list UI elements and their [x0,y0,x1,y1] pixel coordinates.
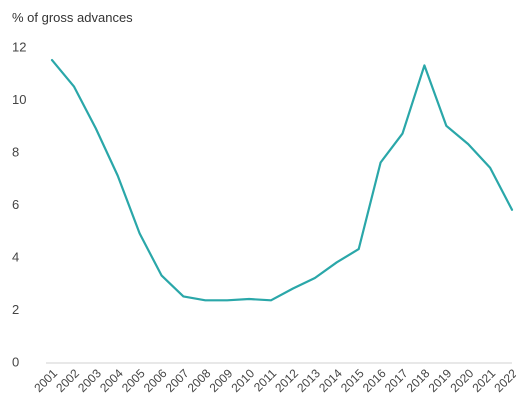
y-tick-label: 10 [12,92,26,107]
x-tick-label: 2008 [185,366,214,395]
y-axis-unit-label: % of gross advances [12,10,133,25]
x-tick-label: 2015 [338,366,367,395]
y-tick-label: 8 [12,145,19,160]
y-axis-ticks: 0 2 4 6 8 10 12 [12,40,26,370]
x-tick-label: 2010 [228,366,257,395]
x-tick-label: 2002 [53,366,82,395]
x-tick-label: 2006 [141,366,170,395]
y-tick-label: 12 [12,40,26,55]
x-tick-label: 2004 [97,366,126,395]
x-tick-label: 2005 [119,366,148,395]
x-axis-ticks: 2001200220032004200520062007200820092010… [31,366,516,395]
series-group [50,58,514,302]
x-tick-label: 2012 [272,366,301,395]
x-tick-label: 2017 [382,366,411,395]
x-tick-label: 2022 [491,366,516,395]
x-tick-label: 2011 [251,366,279,394]
series-line [50,58,514,302]
x-tick-label: 2018 [404,366,433,395]
y-tick-label: 2 [12,302,19,317]
x-tick-label: 2021 [469,366,498,395]
y-tick-label: 0 [12,355,19,370]
x-tick-label: 2016 [360,366,389,395]
y-tick-label: 6 [12,197,19,212]
x-tick-label: 2009 [207,366,236,395]
x-tick-label: 2003 [75,366,104,395]
x-tick-label: 2020 [448,366,477,395]
x-tick-label: 2013 [294,366,323,395]
x-tick-label: 2019 [426,366,455,395]
x-tick-label: 2001 [31,366,60,395]
x-tick-label: 2007 [163,366,192,395]
x-tick-label: 2014 [316,366,345,395]
y-tick-label: 4 [12,250,19,265]
